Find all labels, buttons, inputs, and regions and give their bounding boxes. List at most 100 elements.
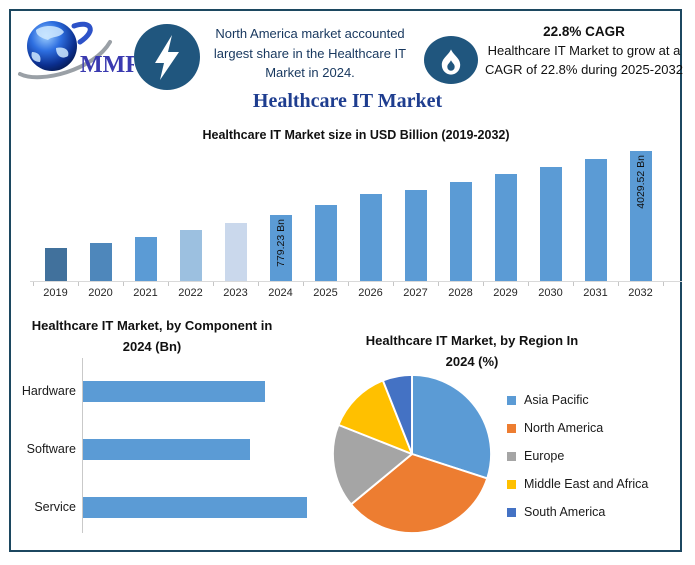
bar-column-2019 bbox=[33, 144, 78, 281]
legend-label-middle-east-and-africa: Middle East and Africa bbox=[524, 477, 649, 491]
component-bar-hardware bbox=[83, 381, 265, 402]
bar-2019 bbox=[44, 248, 67, 281]
lightning-icon bbox=[134, 24, 200, 90]
bar-2030 bbox=[539, 167, 562, 281]
x-tick-label-2027: 2027 bbox=[403, 287, 428, 299]
bar-2032: 4029.52 Bn bbox=[629, 151, 652, 281]
x-axis-tick bbox=[303, 282, 304, 286]
component-y-axis-line bbox=[82, 358, 83, 533]
bar-2026 bbox=[359, 194, 382, 281]
bar-column-2022 bbox=[168, 144, 213, 281]
bar-column-2024: 779.23 Bn bbox=[258, 144, 303, 281]
x-tick-label-2031: 2031 bbox=[583, 287, 608, 299]
bar-column-2021 bbox=[123, 144, 168, 281]
component-title-line2: 2024 (Bn) bbox=[122, 338, 182, 354]
legend-swatch-asia-pacific bbox=[507, 395, 516, 405]
logo-text: MMR bbox=[80, 52, 134, 78]
legend-item-north-america: North America bbox=[507, 414, 648, 442]
bar-value-label-2024: 779.23 Bn bbox=[274, 219, 287, 267]
flame-icon bbox=[424, 36, 478, 84]
market-size-bars: 779.23 Bn 4029.52 Bn bbox=[33, 144, 663, 281]
region-title-line1: Healthcare IT Market, by Region In bbox=[365, 333, 579, 348]
bar-2031 bbox=[584, 159, 607, 281]
component-label-hardware: Hardware bbox=[21, 384, 76, 398]
bar-column-2023 bbox=[213, 144, 258, 281]
x-axis-tick bbox=[528, 282, 529, 286]
legend-swatch-north-america bbox=[507, 423, 516, 433]
pie-slice-south-america bbox=[381, 373, 413, 455]
x-tick-label-2020: 2020 bbox=[88, 287, 113, 299]
x-axis-tick bbox=[168, 282, 169, 286]
x-tick-label-2022: 2022 bbox=[178, 287, 203, 299]
bar-2029 bbox=[494, 174, 517, 281]
x-tick-label-2030: 2030 bbox=[538, 287, 563, 299]
x-tick-label-2032: 2032 bbox=[628, 287, 653, 299]
x-axis-tick bbox=[483, 282, 484, 286]
bar-2025 bbox=[314, 205, 337, 281]
legend-swatch-europe bbox=[507, 451, 516, 461]
x-tick-label-2023: 2023 bbox=[223, 287, 248, 299]
region-title-line2: 2024 (%) bbox=[445, 353, 499, 369]
x-tick-label-2024: 2024 bbox=[268, 287, 293, 299]
legend-label-south-america: South America bbox=[524, 505, 606, 519]
legend-item-south-america: South America bbox=[507, 498, 648, 526]
x-axis-tick bbox=[438, 282, 439, 286]
legend-label-asia-pacific: Asia Pacific bbox=[524, 393, 589, 407]
bar-column-2020 bbox=[78, 144, 123, 281]
bar-column-2031 bbox=[573, 144, 618, 281]
bar-2027 bbox=[404, 190, 427, 281]
cagr-block: 22.8% CAGR Healthcare IT Market to grow … bbox=[480, 24, 688, 80]
region-legend: Asia Pacific North America Europe Middle Ea… bbox=[507, 386, 648, 526]
bar-2021 bbox=[134, 237, 157, 281]
bar-column-2030 bbox=[528, 144, 573, 281]
bar-2028 bbox=[449, 182, 472, 281]
x-axis-tick bbox=[123, 282, 124, 286]
x-tick-label-2028: 2028 bbox=[448, 287, 473, 299]
bar-column-2026 bbox=[348, 144, 393, 281]
x-axis-tick bbox=[663, 282, 664, 286]
x-tick-label-2025: 2025 bbox=[313, 287, 338, 299]
bar-column-2028 bbox=[438, 144, 483, 281]
region-chart-title: Healthcare IT Market, by Region In 2024 … bbox=[352, 331, 592, 373]
page-title: Healthcare IT Market bbox=[252, 90, 443, 112]
legend-swatch-middle-east-and-africa bbox=[507, 479, 516, 489]
bar-column-2029 bbox=[483, 144, 528, 281]
bar-2020 bbox=[89, 243, 112, 281]
x-axis-line bbox=[30, 281, 682, 282]
x-axis-tick bbox=[618, 282, 619, 286]
x-axis-tick bbox=[33, 282, 34, 286]
legend-swatch-south-america bbox=[507, 507, 516, 517]
bar-2022 bbox=[179, 230, 202, 281]
cagr-note: Healthcare IT Market to grow at a CAGR o… bbox=[484, 43, 683, 77]
bar-column-2032: 4029.52 Bn bbox=[618, 144, 663, 281]
x-axis-tick bbox=[258, 282, 259, 286]
x-tick-label-2019: 2019 bbox=[43, 287, 68, 299]
component-chart-title: Healthcare IT Market, by Component in 20… bbox=[15, 316, 289, 358]
component-bar-software bbox=[83, 439, 250, 460]
pie-slice-europe bbox=[331, 423, 413, 506]
pie-slice-middle-east-and-africa bbox=[337, 379, 413, 455]
market-size-chart-title: Healthcare IT Market size in USD Billion… bbox=[202, 128, 510, 142]
bar-column-2025 bbox=[303, 144, 348, 281]
x-axis-tick bbox=[78, 282, 79, 286]
bar-2023 bbox=[224, 223, 247, 281]
component-bar-service bbox=[83, 497, 307, 518]
legend-label-europe: Europe bbox=[524, 449, 565, 463]
legend-item-asia-pacific: Asia Pacific bbox=[507, 386, 648, 414]
pie-slice-north-america bbox=[350, 453, 489, 534]
region-pie-svg bbox=[331, 373, 492, 534]
legend-item-middle-east-and-africa: Middle East and Africa bbox=[507, 470, 648, 498]
bar-column-2027 bbox=[393, 144, 438, 281]
component-title-line1: Healthcare IT Market, by Component in bbox=[31, 318, 273, 333]
x-axis-tick bbox=[573, 282, 574, 286]
globe-icon: MMR bbox=[18, 21, 143, 80]
pie-slice-asia-pacific bbox=[411, 373, 492, 480]
x-axis-tick bbox=[348, 282, 349, 286]
market-size-years: 2019 2020 2021 2022 2023 2024 2025 2026 2027 2028… bbox=[33, 287, 663, 299]
header-note: North America market accounted largest s… bbox=[213, 26, 407, 80]
x-axis-tick bbox=[393, 282, 394, 286]
bar-2024: 779.23 Bn bbox=[269, 215, 292, 281]
component-label-service: Service bbox=[34, 500, 76, 514]
bar-value-label-2032: 4029.52 Bn bbox=[634, 155, 647, 209]
